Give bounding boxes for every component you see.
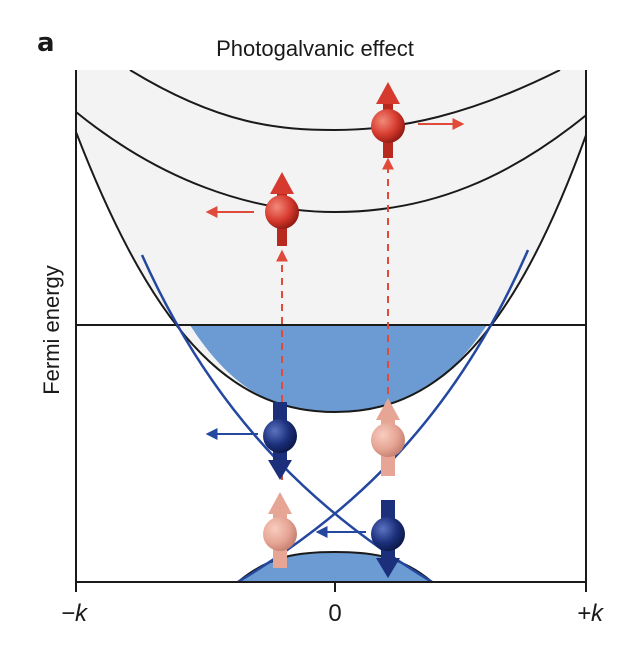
spin-up-electron-icon xyxy=(263,492,297,568)
filled-band-region xyxy=(190,325,487,412)
x-tick-plus-k: +k xyxy=(576,600,604,627)
valence-band-fill xyxy=(238,552,432,582)
spin-up-electron-icon xyxy=(371,82,405,158)
x-tick-zero: 0 xyxy=(328,600,342,627)
x-tick-minus-k: −k xyxy=(60,600,88,627)
lowest-band-curve xyxy=(76,131,586,414)
spin-down-electron-icon xyxy=(263,402,297,480)
spin-up-electron-icon xyxy=(265,172,299,246)
spin-up-electron-icon xyxy=(371,398,405,476)
panel-letter: a xyxy=(37,28,55,58)
diagram-title: Photogalvanic effect xyxy=(216,36,414,61)
upper-band-curve xyxy=(129,70,561,132)
spin-down-electron-icon xyxy=(371,500,405,578)
middle-band-curve xyxy=(76,111,586,214)
